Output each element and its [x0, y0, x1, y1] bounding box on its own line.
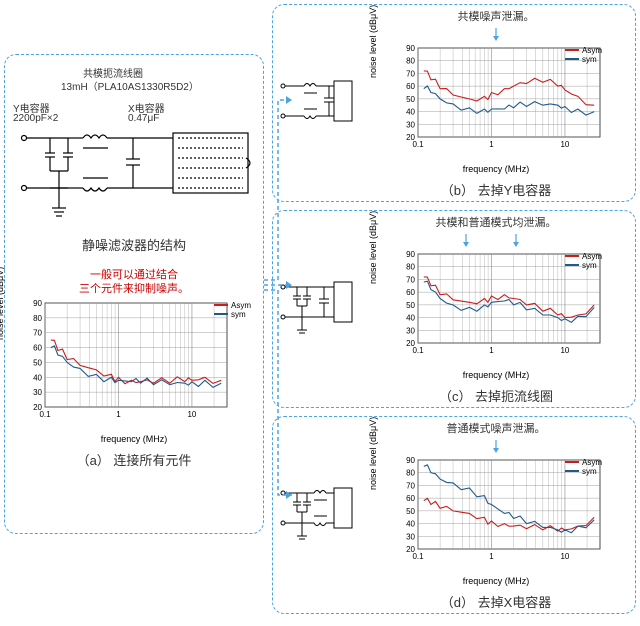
svg-text:10: 10 — [560, 552, 569, 561]
xlabel: frequency (MHz) — [13, 434, 255, 444]
ylabel: noise level (dBμV) — [0, 267, 5, 340]
ylabel: noise level (dBμV) — [368, 210, 378, 283]
red-note: 一般可以通过结合 三个元件来抑制噪声。 — [13, 268, 255, 297]
svg-text:60: 60 — [406, 494, 415, 503]
chart-a: noise level (dBμV) 20304050607080900.111… — [13, 297, 255, 444]
svg-text:1: 1 — [116, 410, 121, 419]
title-c: 共模和普通模式均泄漏。 — [436, 214, 557, 230]
svg-text:10: 10 — [560, 140, 569, 149]
choke-spec: 13mH（PLA10AS1330R5D2） — [61, 82, 199, 93]
svg-text:70: 70 — [406, 275, 415, 284]
svg-text:60: 60 — [406, 82, 415, 91]
full-circuit-svg — [18, 123, 258, 228]
svg-text:50: 50 — [406, 94, 415, 103]
connector-arrows — [258, 0, 298, 620]
svg-text:80: 80 — [406, 56, 415, 65]
svg-text:90: 90 — [33, 299, 42, 308]
panel-c: 共模和普通模式均泄漏。 noise level (dBμV) 203040506… — [272, 210, 636, 408]
note-line2: 三个元件来抑制噪声。 — [13, 282, 255, 296]
svg-text:0.1: 0.1 — [412, 140, 424, 149]
xlabel: frequency (MHz) — [386, 576, 606, 586]
svg-text:30: 30 — [33, 388, 42, 397]
svg-text:0.1: 0.1 — [39, 410, 51, 419]
legend: Asym sym — [214, 301, 251, 319]
svg-text:70: 70 — [406, 481, 415, 490]
filter-title: 静噪滤波器的结构 — [13, 235, 255, 254]
caption-c: （c） 去掉扼流线圈 — [439, 386, 553, 405]
left-panel: 共模扼流线圈 13mH（PLA10AS1330R5D2） Y电容器 2200pF… — [4, 54, 264, 534]
panel-d: 普通模式噪声泄漏。 noise level (dBμV) 20304050607… — [272, 416, 636, 614]
svg-text:40: 40 — [406, 107, 415, 116]
caption-b: （b） 去掉Y电容器 — [441, 180, 552, 199]
svg-text:70: 70 — [33, 328, 42, 337]
title-d: 普通模式噪声泄漏。 — [447, 420, 546, 436]
svg-text:90: 90 — [406, 44, 415, 53]
note-line1: 一般可以通过结合 — [13, 268, 255, 282]
svg-text:1: 1 — [489, 140, 494, 149]
circuit-diagram-full: 共模扼流线圈 13mH（PLA10AS1330R5D2） Y电容器 2200pF… — [13, 65, 255, 225]
chart-b: noise level (dBμV) 20304050607080900.111… — [386, 42, 606, 174]
legend: Asym sym — [565, 46, 602, 64]
svg-text:40: 40 — [406, 313, 415, 322]
chart-d: noise level (dBμV) 20304050607080900.111… — [386, 454, 606, 586]
svg-text:80: 80 — [406, 468, 415, 477]
right-panel: 共模噪声泄漏。 noise level (dBμV) 2030405060708… — [272, 4, 636, 614]
svg-text:0.1: 0.1 — [412, 346, 424, 355]
svg-text:1: 1 — [489, 346, 494, 355]
xlabel: frequency (MHz) — [386, 164, 606, 174]
svg-text:80: 80 — [406, 262, 415, 271]
svg-text:30: 30 — [406, 120, 415, 129]
svg-text:10: 10 — [560, 346, 569, 355]
svg-text:0.1: 0.1 — [412, 552, 424, 561]
svg-text:60: 60 — [406, 288, 415, 297]
svg-text:50: 50 — [406, 506, 415, 515]
legend: Asym sym — [565, 458, 602, 476]
svg-text:60: 60 — [33, 343, 42, 352]
xlabel: frequency (MHz) — [386, 370, 606, 380]
svg-text:40: 40 — [33, 373, 42, 382]
svg-text:70: 70 — [406, 69, 415, 78]
title-arrow-b — [466, 26, 526, 42]
svg-text:50: 50 — [33, 358, 42, 367]
svg-text:1: 1 — [489, 552, 494, 561]
title-b: 共模噪声泄漏。 — [458, 8, 535, 24]
svg-text:40: 40 — [406, 519, 415, 528]
title-arrow-c — [446, 232, 546, 248]
svg-text:50: 50 — [406, 300, 415, 309]
caption-d: （d） 去掉X电容器 — [441, 592, 552, 611]
chart-c: noise level (dBμV) 20304050607080900.111… — [386, 248, 606, 380]
panel-b: 共模噪声泄漏。 noise level (dBμV) 2030405060708… — [272, 4, 636, 202]
svg-text:30: 30 — [406, 532, 415, 541]
svg-text:10: 10 — [187, 410, 196, 419]
caption-a: （a） 连接所有元件 — [13, 450, 255, 469]
ylabel: noise level (dBμV) — [368, 4, 378, 77]
title-arrow-d — [466, 438, 526, 454]
svg-text:30: 30 — [406, 326, 415, 335]
main-container: 共模扼流线圈 13mH（PLA10AS1330R5D2） Y电容器 2200pF… — [0, 0, 640, 618]
svg-text:80: 80 — [33, 313, 42, 322]
ylabel: noise level (dBμV) — [368, 416, 378, 489]
svg-text:90: 90 — [406, 456, 415, 465]
legend: Asym sym — [565, 252, 602, 270]
svg-text:90: 90 — [406, 250, 415, 259]
